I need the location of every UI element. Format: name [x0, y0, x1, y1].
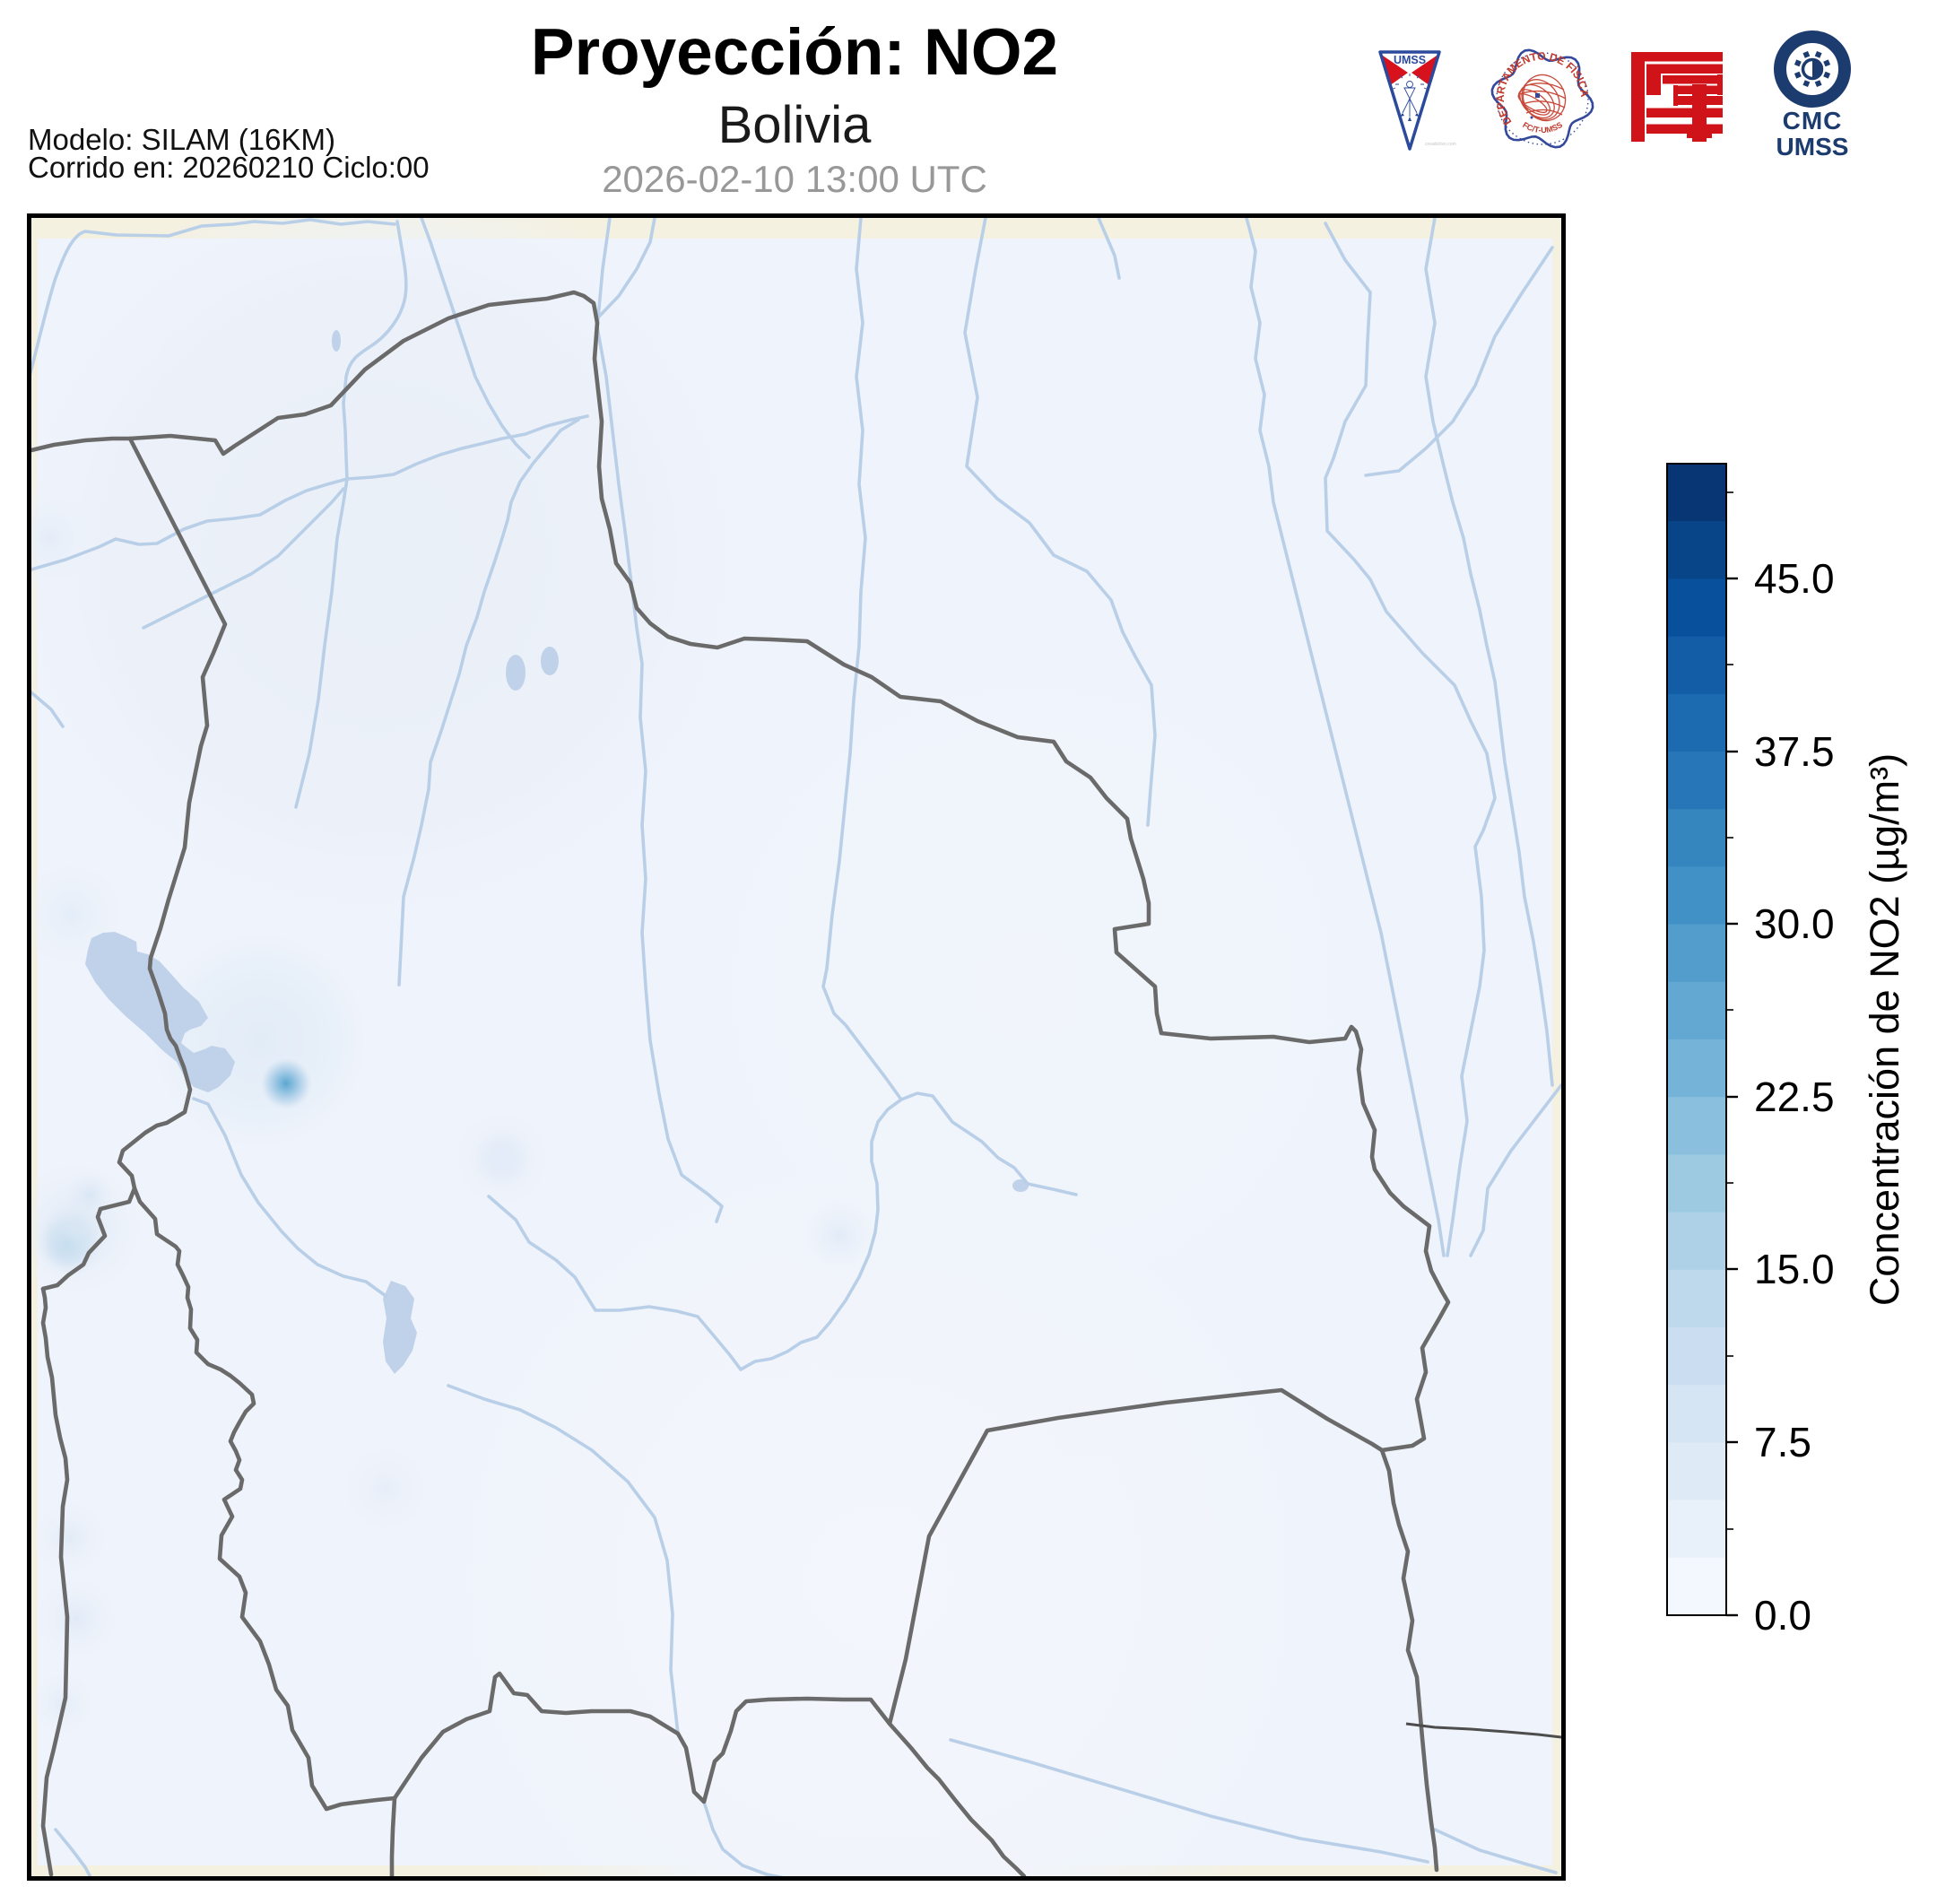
svg-text:CMC: CMC [1783, 107, 1843, 135]
svg-text:37.5: 37.5 [1754, 728, 1835, 775]
svg-text:Modelo: SILAM (16KM): Modelo: SILAM (16KM) [28, 123, 335, 156]
svg-text:15.0: 15.0 [1754, 1246, 1835, 1292]
svg-text:7.5: 7.5 [1754, 1419, 1811, 1465]
svg-text:UMSS: UMSS [1776, 133, 1849, 161]
svg-text:Corrido en: 20260210 Ciclo:00: Corrido en: 20260210 Ciclo:00 [28, 151, 430, 184]
svg-text:UMSS: UMSS [1394, 54, 1426, 66]
svg-text:0.0: 0.0 [1754, 1592, 1811, 1639]
svg-text:Concentración de NO2 (µg/m³): Concentración de NO2 (µg/m³) [1862, 753, 1907, 1306]
svg-text:45.0: 45.0 [1754, 555, 1835, 602]
svg-text:Proyección: NO2: Proyección: NO2 [531, 16, 1058, 89]
svg-text:30.0: 30.0 [1754, 900, 1835, 947]
svg-text:22.5: 22.5 [1754, 1074, 1835, 1120]
svg-text:creadictivo.com: creadictivo.com [1425, 142, 1456, 147]
svg-text:2026-02-10 13:00 UTC: 2026-02-10 13:00 UTC [602, 158, 987, 200]
svg-text:FC/T-UMSS: FC/T-UMSS [1521, 120, 1564, 135]
svg-text:Bolivia: Bolivia [718, 96, 873, 154]
